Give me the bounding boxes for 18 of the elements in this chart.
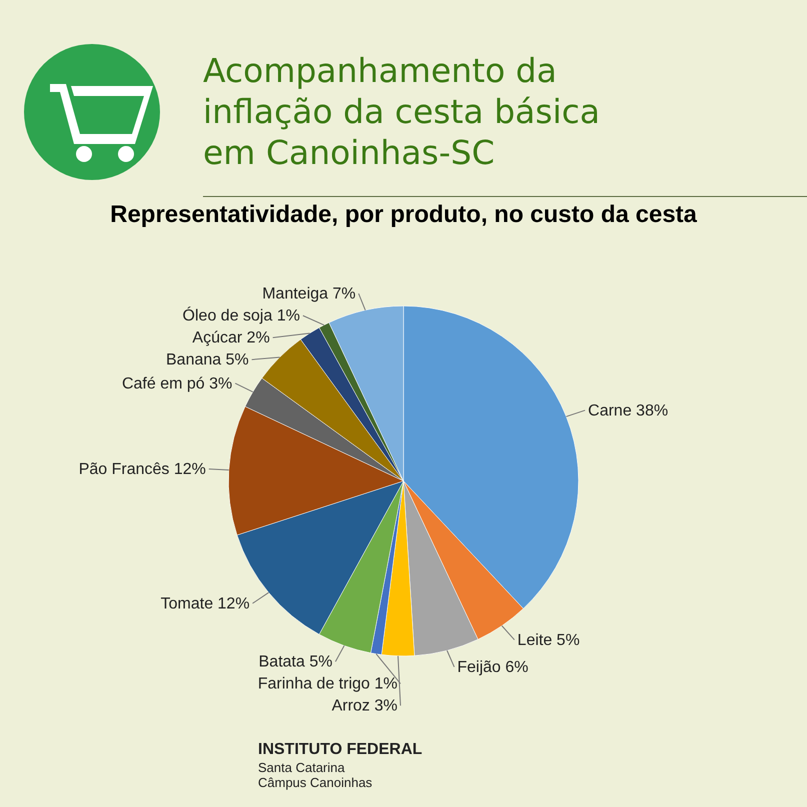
slice-label: Manteiga 7% — [262, 286, 356, 303]
slice-label: Leite 5% — [517, 632, 580, 649]
slice-label: Tomate 12% — [160, 595, 250, 612]
slice-label: Arroz 3% — [332, 698, 398, 715]
slice-label: Banana 5% — [166, 352, 249, 369]
slice-label: Pão Francês 12% — [78, 460, 206, 478]
text: Santa Catarina — [258, 760, 346, 775]
slice-label: Batata 5% — [258, 654, 332, 671]
slice-label: Farinha de trigo 1% — [258, 676, 398, 693]
text: INSTITUTO FEDERAL — [258, 740, 422, 760]
text: Câmpus Canoinhas — [258, 775, 374, 790]
slice-label: Feijão 6% — [457, 658, 528, 676]
slice-label: Café em pó 3% — [122, 375, 232, 392]
chart-subtitle: Representatividade, por produto, no custo da cesta — [110, 201, 698, 228]
slice-label: Óleo de soja 1% — [182, 306, 300, 325]
slice-label: Carne 38% — [588, 402, 668, 420]
chart-title: Acompanhamento da inflação da cesta básica em Canoinhas-SC — [203, 50, 601, 173]
slice-label: Açúcar 2% — [192, 330, 270, 347]
